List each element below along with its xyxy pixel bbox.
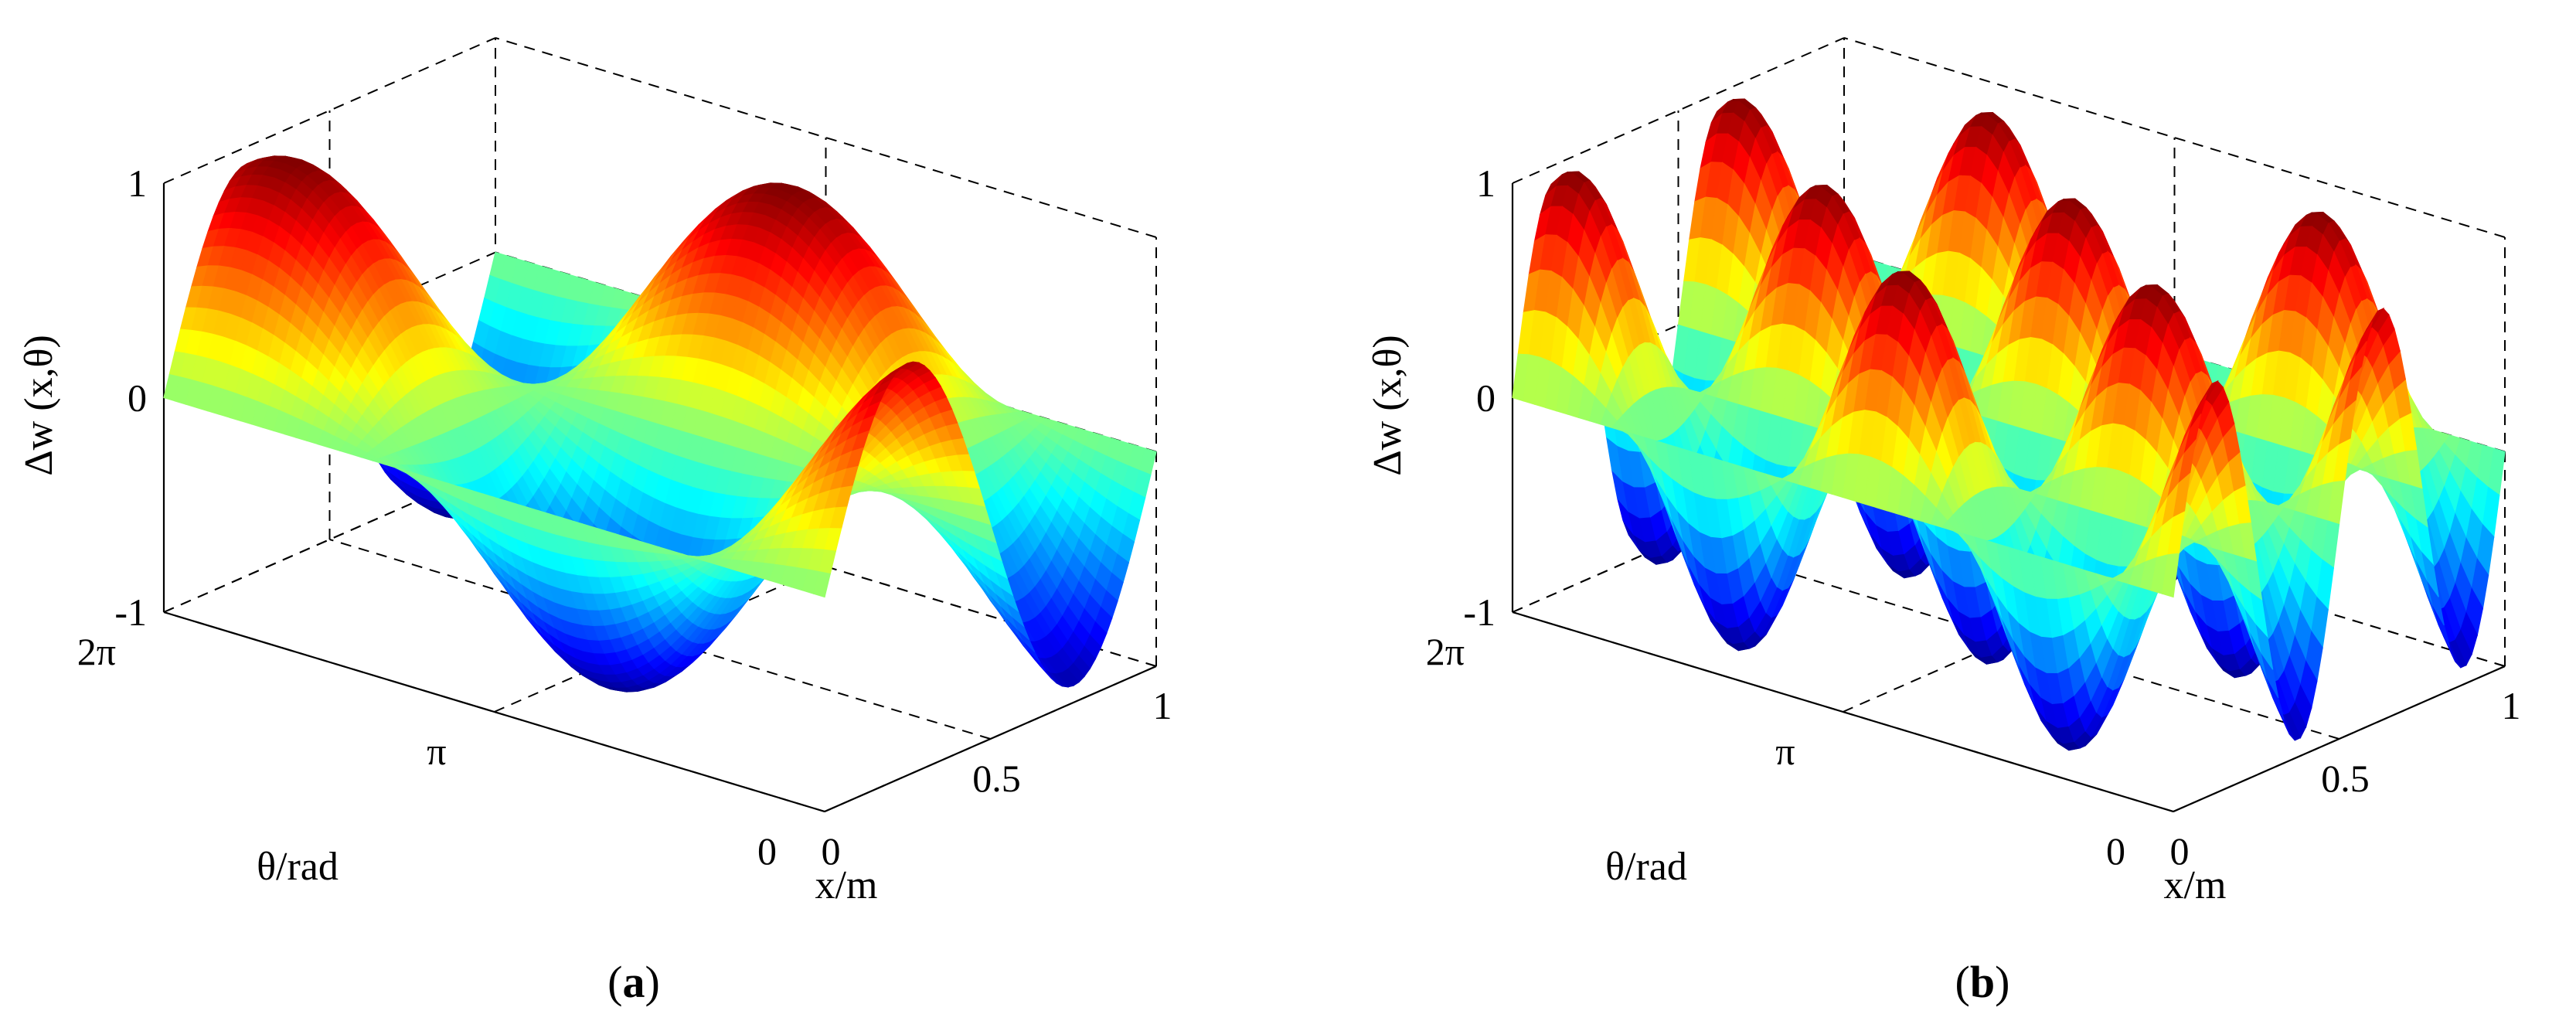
- surface-mesh: [1512, 98, 2506, 751]
- z-tick-label: 0: [128, 376, 147, 420]
- grid-line: [329, 539, 991, 740]
- theta-tick-label: 2π: [77, 630, 116, 673]
- panel-label: (a): [607, 957, 660, 1007]
- x-axis-line: [824, 665, 1157, 813]
- theta-axis-line: [163, 611, 825, 813]
- theta-tick-label: π: [427, 730, 446, 773]
- x-tick-label: 1: [1153, 684, 1172, 727]
- z-axis-label: Δw (x,θ): [17, 335, 61, 476]
- grid-line: [163, 37, 496, 184]
- panel-letter: a: [623, 957, 645, 1007]
- x-tick-label: 0.5: [972, 757, 1021, 800]
- theta-tick-label: 0: [757, 829, 777, 873]
- grid-line: [495, 37, 1157, 238]
- grid-line: [494, 566, 826, 713]
- z-tick-label: 1: [128, 162, 147, 205]
- x-axis-label: x/m: [815, 863, 878, 907]
- surface-mesh: [163, 155, 1157, 693]
- theta-axis-label: θ/rad: [257, 845, 339, 889]
- z-tick-label: -1: [114, 590, 147, 634]
